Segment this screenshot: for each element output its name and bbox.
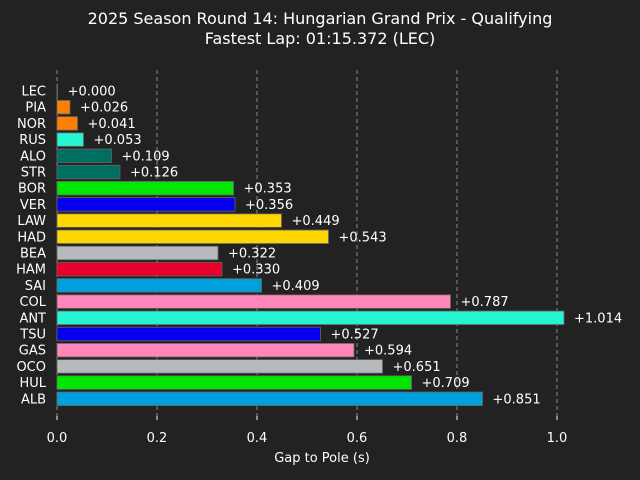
x-tick-label: 1.0: [547, 431, 568, 446]
x-tick-label: 0.8: [447, 431, 468, 446]
bar-lec: [56, 83, 59, 99]
bar-bor: [56, 181, 234, 196]
y-tick-label: BEA: [20, 247, 46, 262]
x-axis-label: Gap to Pole (s): [274, 451, 370, 466]
y-tick-label: LAW: [17, 214, 46, 229]
data-label: +0.109: [122, 149, 170, 164]
y-tick-label: RUS: [19, 133, 46, 148]
data-label: +1.014: [574, 311, 622, 326]
y-tick-label: HAD: [17, 230, 46, 245]
data-label: +0.787: [461, 295, 509, 310]
bar-hul: [56, 375, 412, 390]
y-tick-label: TSU: [19, 328, 46, 343]
x-tick-label: 0.6: [347, 431, 368, 446]
y-tick-label: GAS: [19, 344, 46, 359]
bar-law: [56, 213, 282, 228]
bar-tsu: [56, 326, 321, 342]
y-tick-label: STR: [21, 166, 46, 181]
y-tick-label: VER: [20, 198, 46, 213]
data-label: +0.449: [292, 214, 340, 229]
y-tick-label: PIA: [25, 101, 46, 116]
data-label: +0.041: [88, 117, 136, 132]
y-tick-label: ALO: [20, 149, 46, 164]
y-tick-label: COL: [19, 295, 46, 310]
data-label: +0.000: [68, 85, 116, 100]
bar-nor: [56, 116, 78, 131]
data-label: +0.851: [493, 392, 541, 407]
data-label: +0.322: [228, 247, 276, 262]
bar-bea: [56, 245, 219, 261]
x-tick-label: 0.0: [47, 431, 68, 446]
chart-subtitle: Fastest Lap: 01:15.372 (LEC): [204, 29, 436, 48]
bar-col: [56, 294, 451, 309]
y-tick-label: BOR: [18, 182, 46, 197]
x-tick-label: 0.2: [147, 431, 168, 446]
y-tick-label: SAI: [25, 279, 46, 294]
data-label: +0.594: [364, 344, 412, 359]
bar-str: [56, 164, 121, 180]
bar-ham: [56, 262, 223, 277]
bar-ver: [56, 197, 236, 212]
data-label: +0.356: [245, 198, 293, 213]
y-tick-label: HAM: [16, 263, 46, 278]
data-label: +0.126: [130, 166, 178, 181]
data-label: +0.651: [393, 360, 441, 375]
bar-gas: [56, 343, 355, 358]
data-label: +0.053: [94, 133, 142, 148]
y-tick-label: NOR: [17, 117, 46, 132]
bar-rus: [56, 132, 84, 147]
data-label: +0.543: [339, 230, 387, 245]
bar-alo: [56, 148, 112, 163]
chart-title: 2025 Season Round 14: Hungarian Grand Pr…: [87, 9, 553, 28]
bar-oco: [56, 359, 383, 374]
bar-pia: [56, 100, 71, 115]
data-label: +0.330: [232, 263, 280, 278]
y-tick-label: ANT: [19, 311, 46, 326]
y-tick-label: HUL: [19, 376, 46, 391]
bar-had: [56, 229, 329, 244]
bar-alb: [56, 391, 483, 406]
data-label: +0.527: [331, 328, 379, 343]
x-tick-label: 0.4: [247, 431, 268, 446]
bar-sai: [56, 278, 262, 293]
data-label: +0.026: [80, 101, 128, 116]
y-tick-label: ALB: [21, 392, 46, 407]
bar-ant: [56, 310, 565, 325]
data-label: +0.709: [422, 376, 470, 391]
y-tick-label: OCO: [16, 360, 46, 375]
y-tick-label: LEC: [21, 85, 46, 100]
data-label: +0.409: [272, 279, 320, 294]
data-label: +0.353: [244, 182, 292, 197]
